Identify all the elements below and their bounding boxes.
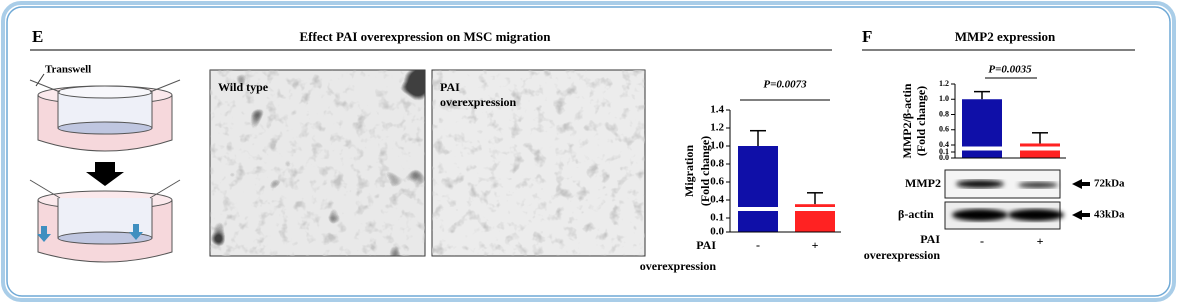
western-blot: MMP2 β-actin 72kDa 43kDa xyxy=(898,169,1125,230)
bar xyxy=(738,146,778,232)
axis-break xyxy=(737,207,779,211)
y-tick-label: 0.1 xyxy=(939,147,949,156)
transwell-diagram: Transwell xyxy=(29,64,181,263)
bar xyxy=(1020,143,1060,158)
y-axis-label: (Fold change) xyxy=(914,86,928,156)
image-label: PAI xyxy=(440,80,460,94)
panel-title: Effect PAI overexpression on MSC migrati… xyxy=(300,29,552,44)
x-tick-label: + xyxy=(812,238,819,252)
y-axis-label: (Fold change) xyxy=(698,136,712,206)
panel-label: E xyxy=(32,27,43,46)
y-tick-label: 1.4 xyxy=(710,104,724,116)
x-axis-label: overexpression xyxy=(640,259,717,273)
y-tick-label: 1.2 xyxy=(939,79,949,88)
diagram-label: Transwell xyxy=(45,64,91,76)
y-axis-label: Migration xyxy=(682,145,696,197)
image-label: overexpression xyxy=(440,95,517,109)
y-tick-label: 0.4 xyxy=(939,140,949,149)
x-axis-label: PAI xyxy=(696,238,716,252)
x-axis-label: overexpression xyxy=(864,248,941,262)
y-axis-label: MMP2/β-actin xyxy=(900,83,914,158)
x-tick-label: - xyxy=(756,238,760,252)
y-tick-label: 0.1 xyxy=(710,212,724,224)
y-tick-label: 0.6 xyxy=(710,176,724,188)
y-tick-label: 1.0 xyxy=(710,140,724,152)
y-tick-label: 0.8 xyxy=(939,109,949,118)
axis-break xyxy=(1019,146,1061,151)
x-tick-label: + xyxy=(1037,234,1044,248)
y-tick-label: 0.0 xyxy=(939,153,949,162)
x-tick-label: - xyxy=(980,234,984,248)
micrograph: Wild type xyxy=(209,69,426,257)
annotation: P=0.0035 xyxy=(988,64,1032,76)
panel-title: MMP2 expression xyxy=(955,29,1056,44)
y-tick-label: 0.0 xyxy=(710,226,724,238)
x-axis-label: PAI xyxy=(920,232,940,246)
annotation: P=0.0073 xyxy=(763,79,807,91)
y-tick-label: 0.6 xyxy=(939,125,949,134)
y-tick-label: 0.4 xyxy=(710,194,724,206)
blot-size: 43kDa xyxy=(1094,209,1125,221)
y-tick-label: 0.8 xyxy=(710,158,724,170)
axis-break xyxy=(961,146,1003,151)
micrograph: PAI overexpression xyxy=(431,69,646,257)
y-tick-label: 1.2 xyxy=(710,122,724,134)
blot-label: MMP2 xyxy=(905,176,941,190)
frame xyxy=(6,6,1171,297)
panel-label: F xyxy=(862,27,872,46)
image-label: Wild type xyxy=(218,80,269,94)
y-tick-label: 1.0 xyxy=(939,94,949,103)
blot-label: β-actin xyxy=(898,207,934,221)
blot-size: 72kDa xyxy=(1094,178,1125,190)
axis-break xyxy=(794,207,836,211)
